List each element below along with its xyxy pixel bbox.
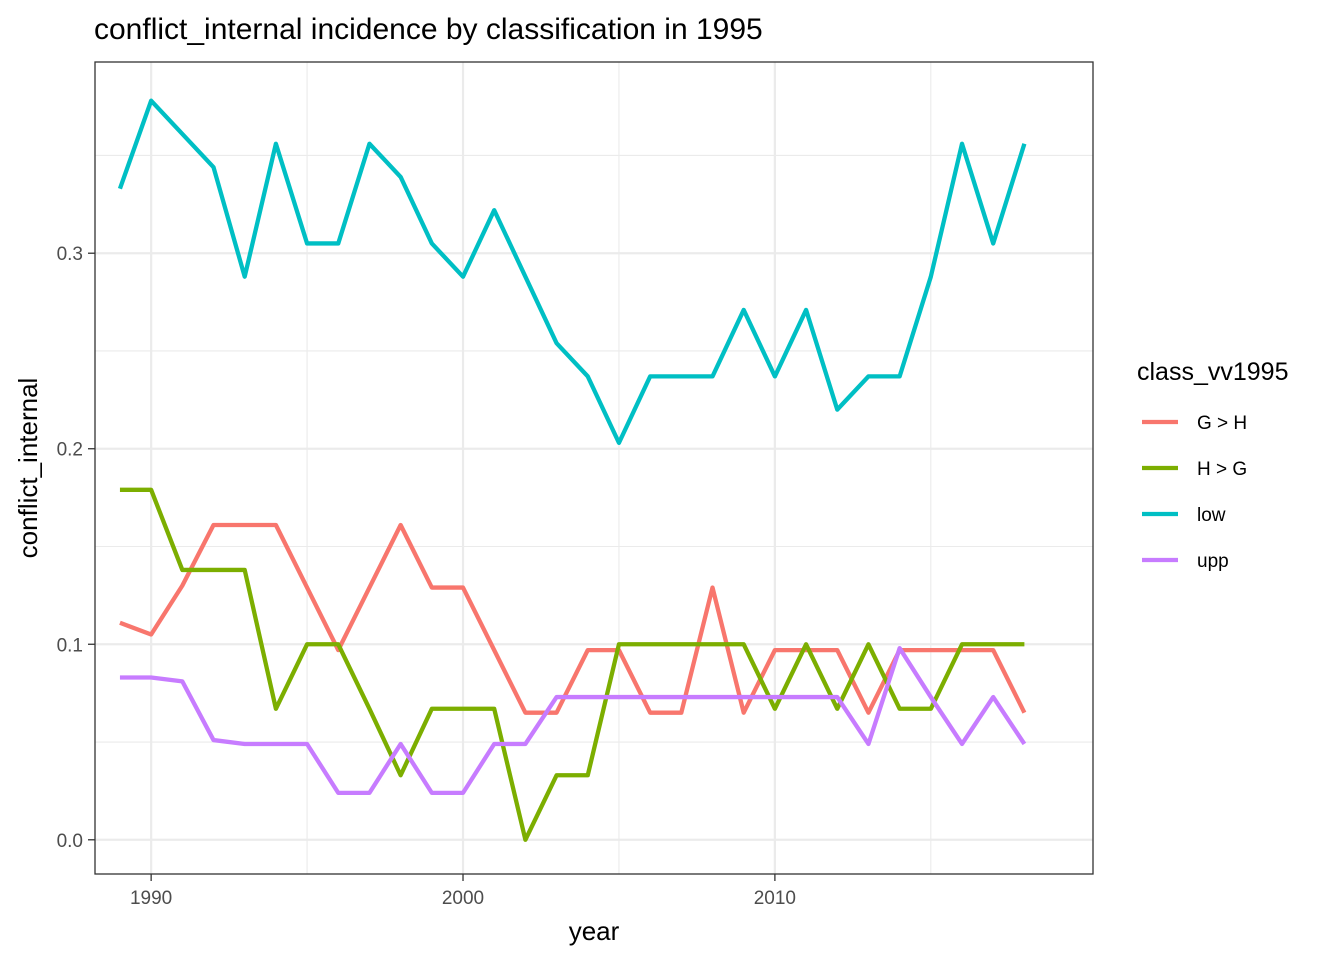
- x-axis: 1990 2000 2010: [130, 874, 796, 909]
- plot-panel-border: [94, 61, 1094, 875]
- legend-label-upp: upp: [1197, 551, 1229, 572]
- y-tick-label: 0.1: [57, 635, 83, 656]
- series-line-low: [117, 98, 1027, 446]
- series-line-g-h: [119, 522, 1027, 715]
- y-tick-label: 0.0: [57, 831, 83, 852]
- series-line-h-g: [119, 487, 1025, 842]
- x-axis-title: year: [569, 916, 620, 946]
- legend: class_vv1995 G > H H > G low upp: [1137, 358, 1288, 572]
- series-line-upp: [119, 646, 1027, 796]
- legend-label-g-h: G > H: [1197, 413, 1247, 434]
- y-axis: 0.0 0.1 0.2 0.3: [57, 244, 95, 852]
- legend-label-h-g: H > G: [1197, 459, 1247, 480]
- y-tick-label: 0.2: [57, 440, 83, 461]
- legend-title: class_vv1995: [1137, 358, 1288, 386]
- x-tick-label: 2010: [754, 888, 796, 909]
- grid-major: [95, 62, 1093, 874]
- y-tick-label: 0.3: [57, 244, 83, 265]
- x-tick-label: 1990: [130, 888, 172, 909]
- legend-label-low: low: [1197, 505, 1226, 526]
- x-tick-label: 2000: [442, 888, 484, 909]
- y-axis-title: conflict_internal: [13, 378, 43, 559]
- series-lines: [117, 98, 1027, 842]
- chart-title: conflict_internal incidence by classific…: [94, 13, 763, 46]
